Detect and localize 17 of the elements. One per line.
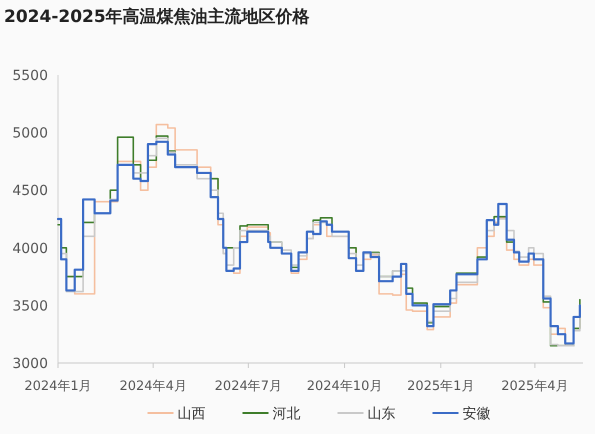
x-tick-label: 2025年1月 [407, 379, 474, 394]
legend-label: 山东 [368, 406, 396, 422]
x-tick-label: 2024年10月 [306, 379, 382, 394]
legend-label: 安徽 [462, 406, 490, 422]
title: 2024-2025年高温煤焦油主流地区价格 [4, 7, 310, 27]
y-tick-label: 5000 [12, 126, 48, 142]
y-tick-label: 5500 [12, 68, 48, 84]
x-tick-label: 2024年7月 [214, 379, 282, 394]
legend-label: 山西 [178, 406, 206, 422]
y-tick-label: 4000 [12, 240, 48, 257]
y-tick-label: 4500 [12, 183, 48, 200]
x-tick-label: 2025年4月 [501, 379, 569, 394]
x-tick-label: 2024年1月 [24, 379, 92, 394]
y-tick-label: 3000 [12, 356, 48, 372]
y-tick-label: 3500 [12, 298, 48, 314]
x-tick-label: 2024年4月 [119, 379, 187, 394]
legend-label: 河北 [272, 406, 300, 422]
